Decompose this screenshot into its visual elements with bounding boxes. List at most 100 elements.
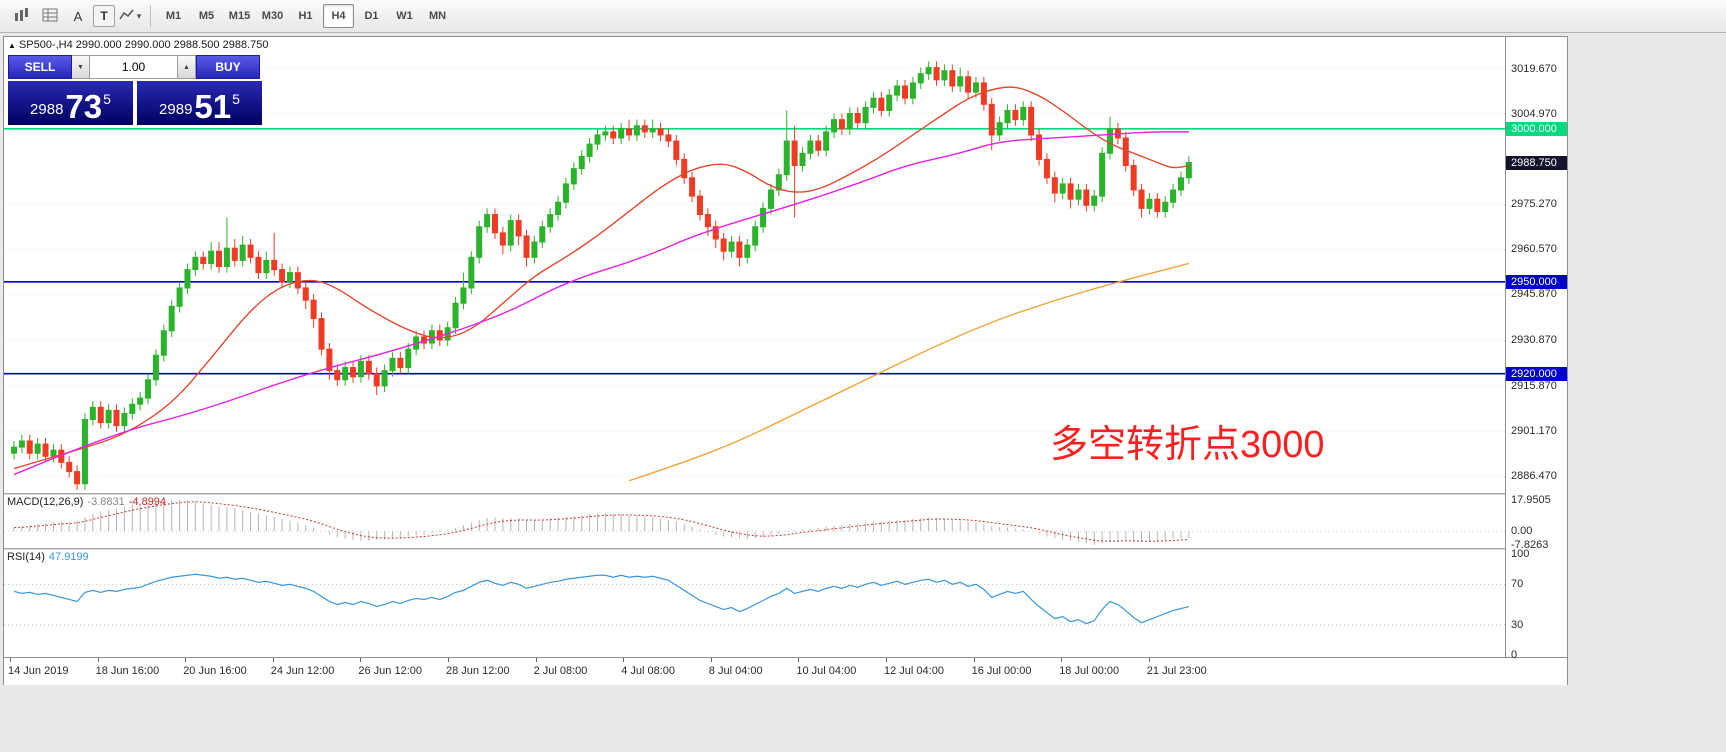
rsi-line [13,573,1190,625]
chart-annotation-text: 多空转折点3000 [1050,424,1325,466]
candle-body [216,250,223,268]
candle-body [539,226,546,243]
price-axis-label: 2930.870 [1511,334,1557,347]
timeframe-button-M15[interactable]: M15 [228,10,251,22]
timeframe-button-H1[interactable]: H1 [298,10,313,22]
candle-body [815,140,822,151]
volume-decrease-button[interactable]: ▼ [72,55,90,79]
time-axis-label: 24 Jun 12:00 [270,665,335,677]
rsi-axis-label: 70 [1511,578,1524,591]
panel-divider[interactable] [4,548,1505,551]
candle-body [846,113,853,130]
candle-body [791,140,798,167]
volume-input[interactable] [90,55,178,79]
volume-increase-button[interactable]: ▲ [178,55,196,79]
buy-price-display[interactable]: 2989 51 5 [137,81,262,125]
candle-body [1083,189,1090,206]
price-badge-2950.000: 2950.000 [1506,274,1567,289]
ma-long-line [628,262,1190,482]
candle-body [838,119,845,130]
candle-body [491,214,498,234]
candle-body [1091,195,1098,206]
timeframe-button-M5[interactable]: M5 [198,10,215,22]
candle-body [184,269,191,289]
sell-button[interactable]: SELL [8,55,72,79]
candle-body [1043,158,1050,179]
time-tick [535,658,537,662]
time-tick [623,658,625,662]
price-axis-label: 2886.470 [1511,470,1557,483]
candle-body [121,412,128,427]
time-tick [185,658,187,662]
ma-mid-line [13,131,1189,476]
macd-axis-label: 17.9505 [1511,493,1551,506]
text-label-tool[interactable]: A [73,8,83,24]
timeframe-button-M30[interactable]: M30 [261,10,284,22]
time-tick [710,658,712,662]
candle-body [1146,198,1153,209]
timeframe-button-H4[interactable]: H4 [323,4,354,28]
drawing-tools-button[interactable]: ▾ [117,3,143,29]
price-axis: 3019.670 3004.970 2975.270 2960.570 2945.870… [1505,37,1567,661]
chart-window: ▲ SP500-,H4 2990.000 2990.000 2988.500 29… [3,36,1568,685]
candle-body [74,471,81,485]
buy-button[interactable]: BUY [196,55,260,79]
time-tick [973,658,975,662]
macd-panel[interactable]: MACD(12,26,9) -3.8831 -4.8994 [4,495,1505,548]
time-axis-label: 16 Jul 00:00 [971,665,1032,677]
candle-body [562,183,569,203]
chart-type-button[interactable] [9,3,35,29]
time-tick [97,658,99,662]
candle-body [89,406,96,421]
candle-body [357,360,364,378]
candle-body [1036,134,1043,160]
candle-body [1107,128,1114,154]
price-axis-label: 2975.270 [1511,198,1557,211]
price-axis-label: 2901.170 [1511,425,1557,438]
candle-body [1170,189,1177,203]
candle-body [468,256,475,289]
candle-body [389,357,396,372]
candle-body [1012,109,1019,121]
candle-body [1067,183,1074,200]
candle-body [1162,201,1169,212]
candle-body [97,406,104,424]
candle-body [696,195,703,216]
candlestick-chart-canvas[interactable] [4,37,1505,493]
macd-chart-canvas[interactable] [4,495,1505,548]
candle-body [460,287,467,304]
candle-body [902,85,909,99]
candle-body [326,348,333,372]
indicator-window-button[interactable] [37,3,63,29]
rsi-panel[interactable]: RSI(14) 47.9199 [4,550,1505,657]
rsi-chart-canvas[interactable] [4,550,1505,657]
ma-fast-line [13,86,1189,470]
main-chart-panel[interactable]: ▲ SP500-,H4 2990.000 2990.000 2988.500 29… [4,37,1505,493]
panel-divider[interactable] [4,493,1505,496]
candle-body [208,250,215,264]
candle-body [66,461,73,473]
timeframe-button-MN[interactable]: MN [428,10,447,22]
candle-body [917,73,924,84]
candle-body [279,269,286,283]
text-box-tool[interactable]: T [93,5,115,27]
sell-price-display[interactable]: 2988 73 5 [8,81,133,125]
candle-body [405,348,412,369]
candle-body [81,419,88,485]
timeframe-button-W1[interactable]: W1 [396,10,413,22]
time-axis-label: 28 Jun 12:00 [446,665,510,677]
candle-body [18,440,25,448]
macd-axis-label: 0.00 [1511,525,1533,538]
time-tick [886,658,887,662]
candle-body [26,440,33,454]
timeframe-button-M1[interactable]: M1 [165,10,182,22]
time-axis-label: 18 Jun 16:00 [95,665,160,677]
candle-body [823,131,830,151]
candle-body [752,226,759,246]
candle-body [381,370,388,387]
candle-body [602,131,609,136]
collapse-arrow-icon[interactable]: ▲ [8,41,16,50]
timeframe-button-D1[interactable]: D1 [364,10,379,22]
candle-body [1122,137,1129,167]
candle-body [294,272,301,289]
